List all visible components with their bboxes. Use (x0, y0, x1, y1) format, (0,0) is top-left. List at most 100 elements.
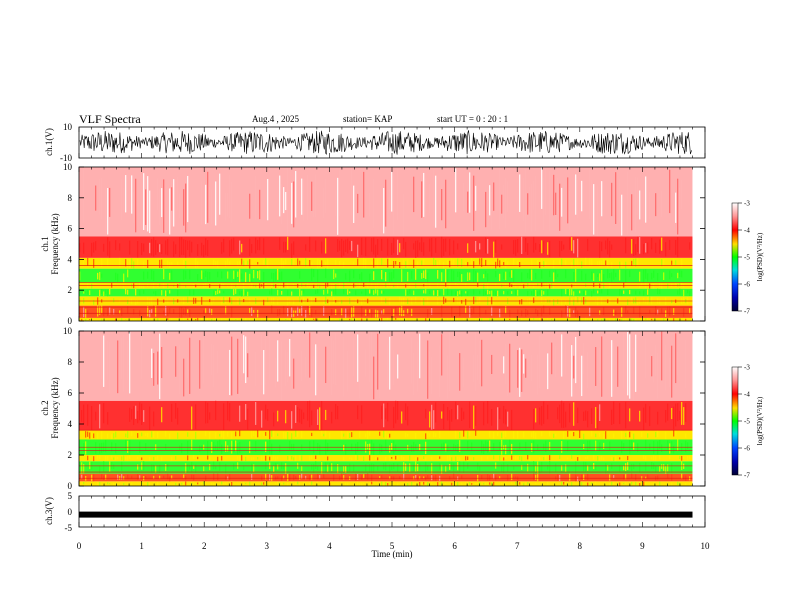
streak (687, 296, 689, 305)
streak (543, 241, 545, 254)
streak (389, 283, 391, 287)
streak (243, 465, 245, 471)
streak (291, 456, 293, 460)
streak (453, 473, 455, 479)
streak (257, 271, 259, 279)
streak (153, 236, 155, 257)
streak (257, 262, 259, 265)
streak (333, 340, 335, 385)
ch2-spectrogram-band-7 (79, 331, 693, 401)
streak (207, 440, 209, 455)
streak (261, 482, 263, 486)
streak (413, 483, 415, 485)
streak (449, 410, 451, 431)
ch2-spectrogram-ytick-label-3: 6 (68, 388, 73, 398)
streak (103, 482, 105, 486)
streak (555, 269, 557, 280)
streak (527, 193, 529, 215)
streak (213, 441, 215, 452)
ch1-spectrogram-band-3 (79, 288, 693, 297)
streak (635, 290, 637, 295)
streak (317, 269, 319, 283)
streak (599, 241, 601, 258)
streak (493, 443, 495, 451)
streak (423, 298, 425, 306)
streak (345, 466, 347, 473)
streak (667, 306, 669, 314)
streak (249, 238, 251, 257)
streak (309, 441, 311, 451)
streak (201, 482, 203, 485)
streak (347, 289, 349, 295)
streak (355, 443, 357, 455)
streak (303, 482, 305, 486)
streak (511, 473, 513, 481)
streak (323, 474, 325, 479)
streak (653, 270, 655, 278)
streak (497, 258, 499, 267)
streak (661, 308, 663, 314)
streak (349, 308, 351, 318)
streak (369, 482, 371, 486)
streak (535, 465, 537, 472)
streak (509, 318, 511, 321)
streak (459, 306, 461, 317)
streak (475, 240, 477, 253)
streak (511, 455, 513, 460)
streak (433, 290, 435, 296)
streak (511, 482, 513, 485)
streak (207, 455, 209, 460)
streak (639, 483, 641, 486)
streak (311, 268, 313, 281)
streak (505, 430, 507, 437)
streak (679, 482, 681, 485)
streak (485, 309, 487, 315)
streak (269, 318, 271, 321)
streak (565, 343, 567, 375)
streak (297, 481, 299, 485)
streak (623, 331, 625, 389)
streak (467, 456, 469, 460)
streak (541, 482, 543, 485)
streak (97, 306, 99, 317)
streak (397, 401, 399, 420)
streak (433, 432, 435, 438)
streak (215, 400, 217, 421)
ch1-spectrogram-band-6 (79, 257, 693, 269)
streak (371, 463, 373, 473)
ch1-spectrogram-ytick-label-1: 2 (68, 285, 73, 295)
streak (539, 261, 541, 269)
streak (189, 464, 191, 470)
streak (447, 260, 449, 266)
streak (445, 179, 447, 229)
streak (649, 283, 651, 289)
streak (485, 237, 487, 254)
streak (103, 461, 105, 472)
streak (343, 466, 345, 473)
streak (275, 271, 277, 282)
streak (181, 443, 183, 454)
streak (285, 319, 287, 321)
streak (585, 290, 587, 296)
streak (477, 272, 479, 282)
streak (151, 309, 153, 314)
streak (245, 318, 247, 321)
ch2-spectrogram-band-texture-7 (101, 331, 687, 401)
streak (153, 464, 155, 472)
streak (119, 310, 121, 314)
streak (581, 261, 583, 268)
streak (269, 474, 271, 481)
streak (365, 309, 367, 316)
streak (161, 456, 163, 462)
streak (411, 337, 413, 384)
streak (629, 465, 631, 469)
streak (635, 297, 637, 304)
streak (161, 259, 163, 268)
streak (571, 237, 573, 251)
streak (433, 257, 435, 266)
streak (213, 483, 215, 486)
streak (141, 432, 143, 437)
streak (275, 284, 277, 289)
streak (371, 261, 373, 265)
streak (375, 284, 377, 289)
